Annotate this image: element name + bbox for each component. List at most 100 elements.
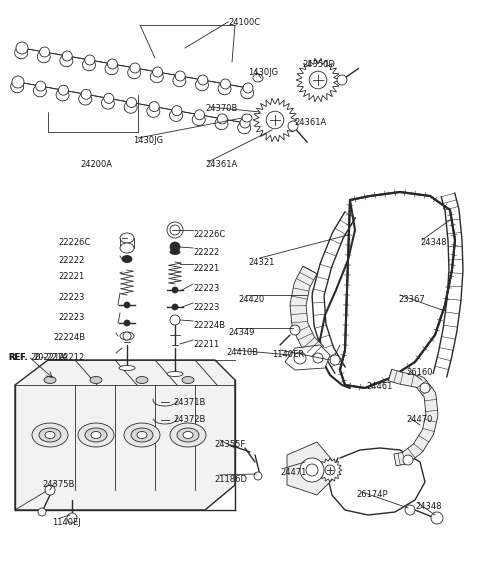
- Text: REF.: REF.: [8, 353, 28, 362]
- Circle shape: [431, 512, 443, 524]
- Circle shape: [175, 71, 185, 81]
- Ellipse shape: [183, 431, 193, 438]
- Ellipse shape: [177, 428, 199, 442]
- Circle shape: [45, 485, 55, 495]
- Text: 22211: 22211: [193, 340, 219, 349]
- Text: 22226C: 22226C: [58, 238, 90, 247]
- Ellipse shape: [218, 83, 231, 94]
- Circle shape: [172, 304, 178, 310]
- Text: 1140EJ: 1140EJ: [52, 518, 81, 527]
- Text: 1140ER: 1140ER: [272, 350, 304, 359]
- Circle shape: [67, 513, 77, 523]
- Ellipse shape: [11, 81, 24, 93]
- Ellipse shape: [34, 85, 47, 97]
- Circle shape: [149, 101, 159, 112]
- Text: 24350D: 24350D: [302, 60, 335, 69]
- Text: 22224B: 22224B: [53, 333, 85, 342]
- Ellipse shape: [44, 377, 56, 384]
- Circle shape: [337, 75, 347, 85]
- Polygon shape: [253, 98, 297, 142]
- Circle shape: [17, 43, 27, 53]
- Circle shape: [325, 465, 335, 475]
- Ellipse shape: [167, 372, 183, 377]
- Text: 21186D: 21186D: [214, 475, 247, 484]
- Text: 24410B: 24410B: [226, 348, 258, 357]
- Circle shape: [59, 85, 69, 95]
- Ellipse shape: [192, 113, 205, 126]
- Ellipse shape: [136, 377, 148, 384]
- Polygon shape: [15, 360, 235, 510]
- Ellipse shape: [120, 332, 134, 340]
- Ellipse shape: [170, 423, 206, 447]
- Polygon shape: [318, 458, 342, 482]
- Text: 1430JG: 1430JG: [248, 68, 278, 77]
- Text: 22224B: 22224B: [193, 321, 225, 330]
- Circle shape: [124, 302, 130, 308]
- Ellipse shape: [101, 97, 114, 109]
- Ellipse shape: [60, 55, 73, 67]
- Circle shape: [153, 67, 163, 77]
- Polygon shape: [290, 266, 324, 358]
- Text: 24349: 24349: [228, 328, 254, 337]
- Ellipse shape: [85, 428, 107, 442]
- Text: 22222: 22222: [193, 248, 219, 257]
- Circle shape: [294, 352, 306, 364]
- Circle shape: [420, 383, 430, 393]
- Ellipse shape: [240, 87, 253, 98]
- Circle shape: [62, 51, 72, 61]
- Text: 20-221A: 20-221A: [30, 353, 65, 362]
- Circle shape: [288, 121, 298, 131]
- Circle shape: [130, 63, 140, 73]
- Ellipse shape: [32, 423, 68, 447]
- Circle shape: [243, 83, 253, 93]
- Circle shape: [39, 47, 49, 57]
- Circle shape: [194, 110, 204, 120]
- Circle shape: [104, 93, 114, 104]
- Circle shape: [85, 55, 95, 65]
- Circle shape: [12, 76, 24, 88]
- Ellipse shape: [78, 423, 114, 447]
- Circle shape: [254, 472, 262, 480]
- Ellipse shape: [91, 431, 101, 438]
- Text: 22212: 22212: [58, 353, 84, 362]
- Ellipse shape: [137, 431, 147, 438]
- Text: 22221: 22221: [58, 272, 84, 281]
- Ellipse shape: [45, 431, 55, 438]
- Text: 24372B: 24372B: [173, 415, 205, 424]
- Circle shape: [127, 97, 136, 108]
- Circle shape: [170, 315, 180, 325]
- Text: REF.: REF.: [8, 353, 28, 362]
- Circle shape: [13, 77, 23, 87]
- Text: 22221: 22221: [193, 264, 219, 273]
- Circle shape: [172, 106, 182, 116]
- Ellipse shape: [122, 256, 132, 263]
- Text: 22222: 22222: [58, 256, 84, 265]
- Ellipse shape: [150, 71, 163, 83]
- Ellipse shape: [182, 377, 194, 384]
- Circle shape: [81, 89, 91, 99]
- Polygon shape: [388, 369, 438, 466]
- Ellipse shape: [120, 233, 134, 243]
- Ellipse shape: [238, 122, 251, 134]
- Circle shape: [198, 75, 208, 85]
- Ellipse shape: [147, 105, 160, 118]
- Ellipse shape: [173, 75, 186, 87]
- Text: 23367: 23367: [398, 295, 425, 304]
- Ellipse shape: [120, 243, 134, 253]
- Text: 24375B: 24375B: [42, 480, 74, 489]
- Text: 22223: 22223: [58, 313, 84, 322]
- Text: 24470: 24470: [406, 415, 432, 424]
- Text: 24471: 24471: [280, 468, 306, 477]
- Text: 24370B: 24370B: [205, 104, 238, 113]
- Polygon shape: [296, 58, 340, 102]
- Ellipse shape: [169, 109, 182, 122]
- Text: 24348: 24348: [420, 238, 446, 247]
- Ellipse shape: [15, 47, 28, 59]
- Circle shape: [306, 464, 318, 476]
- Text: 22223: 22223: [58, 293, 84, 302]
- Circle shape: [290, 325, 300, 335]
- Circle shape: [309, 71, 327, 89]
- Circle shape: [38, 508, 46, 516]
- Text: 24321: 24321: [248, 258, 275, 267]
- Text: 24461: 24461: [366, 382, 392, 391]
